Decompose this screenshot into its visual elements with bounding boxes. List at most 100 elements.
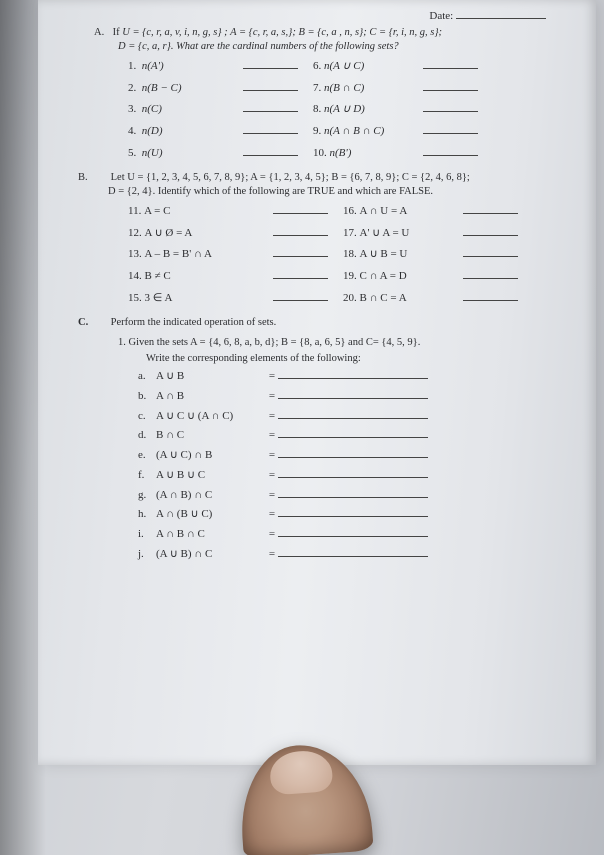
b-q16-blank xyxy=(463,203,518,214)
b-q16: A ∩ U = A xyxy=(360,205,408,217)
a-q7: n(B ∩ C) xyxy=(324,82,364,94)
a-q9: n(A ∩ B ∩ C) xyxy=(324,125,384,137)
c-list: a.A ∪ B= b.A ∩ B= c.A ∪ C ∪ (A ∩ C)= d.B… xyxy=(138,368,576,561)
a-line1-sets: U = {c, r, a, v, i, n, g, s} ; A = {c, r… xyxy=(122,27,442,38)
b-q11: A = C xyxy=(144,205,170,217)
a-q5-n: 5. xyxy=(128,147,136,159)
a-q2-blank xyxy=(243,80,298,91)
c-e-blank xyxy=(278,447,428,458)
a-q6-blank xyxy=(423,58,478,69)
section-a-grid: 1. n(A') 6. n(A ∪ C) 2. n(B − C) 7. n(B … xyxy=(128,58,576,161)
b-line1: Let U = {1, 2, 3, 4, 5, 6, 7, 8, 9}; A =… xyxy=(111,172,470,183)
b-q17-n: 17. xyxy=(343,227,357,239)
section-b: B. Let U = {1, 2, 3, 4, 5, 6, 7, 8, 9}; … xyxy=(78,171,576,199)
section-a-label: A. xyxy=(94,26,110,40)
a-q1-n: 1. xyxy=(128,60,136,72)
c-heading: Perform the indicated operation of sets. xyxy=(111,317,277,328)
section-b-grid: 11. A = C 16. A ∩ U = A 12. A ∪ Ø = A 17… xyxy=(128,203,576,306)
date-label: Date: xyxy=(429,10,453,22)
c-i: A ∩ B ∩ C xyxy=(156,527,266,542)
b-q12: A ∪ Ø = A xyxy=(145,227,193,239)
b-q20-n: 20. xyxy=(343,292,357,304)
b-q13-blank xyxy=(273,247,328,258)
date-blank xyxy=(456,8,546,19)
a-q4: n(D) xyxy=(142,125,163,137)
a-q3: n(C) xyxy=(142,103,162,115)
c-f-l: f. xyxy=(138,468,156,483)
b-q12-n: 12. xyxy=(128,227,142,239)
a-q6: n(A ∪ C) xyxy=(324,60,364,72)
c-c: A ∪ C ∪ (A ∩ C) xyxy=(156,409,266,424)
c-f: A ∪ B ∪ C xyxy=(156,468,266,483)
worksheet-page: Date: A. If U = {c, r, a, v, i, n, g, s}… xyxy=(38,0,596,765)
section-c: C. Perform the indicated operation of se… xyxy=(78,316,576,330)
b-q18-n: 18. xyxy=(343,248,357,260)
a-q2-n: 2. xyxy=(128,82,136,94)
a-q2: n(B − C) xyxy=(142,82,182,94)
a-q8: n(A ∪ D) xyxy=(324,103,365,115)
a-q4-n: 4. xyxy=(128,125,136,137)
b-q18: A ∪ B = U xyxy=(360,248,408,260)
b-q11-blank xyxy=(273,203,328,214)
c-h-l: h. xyxy=(138,507,156,522)
c-d-blank xyxy=(278,427,428,438)
a-q10: n(B') xyxy=(330,147,352,159)
c-b-blank xyxy=(278,388,428,399)
eq: = xyxy=(266,369,278,384)
a-q3-blank xyxy=(243,102,298,113)
date-line: Date: xyxy=(78,8,576,24)
a-line2: D = {c, a, r}. What are the cardinal num… xyxy=(118,41,399,52)
a-q3-n: 3. xyxy=(128,103,136,115)
b-q15-blank xyxy=(273,290,328,301)
c-a-l: a. xyxy=(138,369,156,384)
a-q1-blank xyxy=(243,58,298,69)
c-d-l: d. xyxy=(138,428,156,443)
section-b-label: B. xyxy=(78,171,94,185)
a-q10-n: 10. xyxy=(313,147,327,159)
b-q15: 3 ∈ A xyxy=(145,292,173,304)
b-q14-n: 14. xyxy=(128,270,142,282)
c-h-blank xyxy=(278,506,428,517)
a-q5-blank xyxy=(243,145,298,156)
a-q1: n(A') xyxy=(142,60,164,72)
a-q5: n(U) xyxy=(142,147,163,159)
c-g-l: g. xyxy=(138,488,156,503)
b-q20-blank xyxy=(463,290,518,301)
c-j: (A ∪ B) ∩ C xyxy=(156,547,266,562)
c-h: A ∩ (B ∪ C) xyxy=(156,507,266,522)
b-q17: A' ∪ A = U xyxy=(360,227,410,239)
c-i-blank xyxy=(278,526,428,537)
c-e-l: e. xyxy=(138,448,156,463)
b-q19: C ∩ A = D xyxy=(360,270,407,282)
thumbnail-nail xyxy=(269,749,334,795)
a-q7-n: 7. xyxy=(313,82,321,94)
b-q16-n: 16. xyxy=(343,205,357,217)
section-c-label: C. xyxy=(78,316,94,330)
section-a: A. If U = {c, r, a, v, i, n, g, s} ; A =… xyxy=(94,26,576,54)
b-q13-n: 13. xyxy=(128,248,142,260)
c-b: A ∩ B xyxy=(156,389,266,404)
c-j-blank xyxy=(278,546,428,557)
c-a: A ∪ B xyxy=(156,369,266,384)
c-a-blank xyxy=(278,368,428,379)
c-given1: 1. Given the sets A = {4, 6, 8, a, b, d}… xyxy=(118,336,576,350)
c-g: (A ∩ B) ∩ C xyxy=(156,488,266,503)
a-q4-blank xyxy=(243,123,298,134)
b-q15-n: 15. xyxy=(128,292,142,304)
c-i-l: i. xyxy=(138,527,156,542)
b-q17-blank xyxy=(463,225,518,236)
c-e: (A ∪ C) ∩ B xyxy=(156,448,266,463)
b-q19-blank xyxy=(463,268,518,279)
c-g-blank xyxy=(278,487,428,498)
c-j-l: j. xyxy=(138,547,156,562)
a-line1-pre: If xyxy=(113,27,123,38)
photo-scene: Date: A. If U = {c, r, a, v, i, n, g, s}… xyxy=(0,0,604,855)
a-q9-blank xyxy=(423,123,478,134)
a-q8-blank xyxy=(423,102,478,113)
b-q19-n: 19. xyxy=(343,270,357,282)
c-f-blank xyxy=(278,467,428,478)
b-q18-blank xyxy=(463,247,518,258)
a-q10-blank xyxy=(423,145,478,156)
c-given2: Write the corresponding elements of the … xyxy=(146,352,576,366)
a-q9-n: 9. xyxy=(313,125,321,137)
